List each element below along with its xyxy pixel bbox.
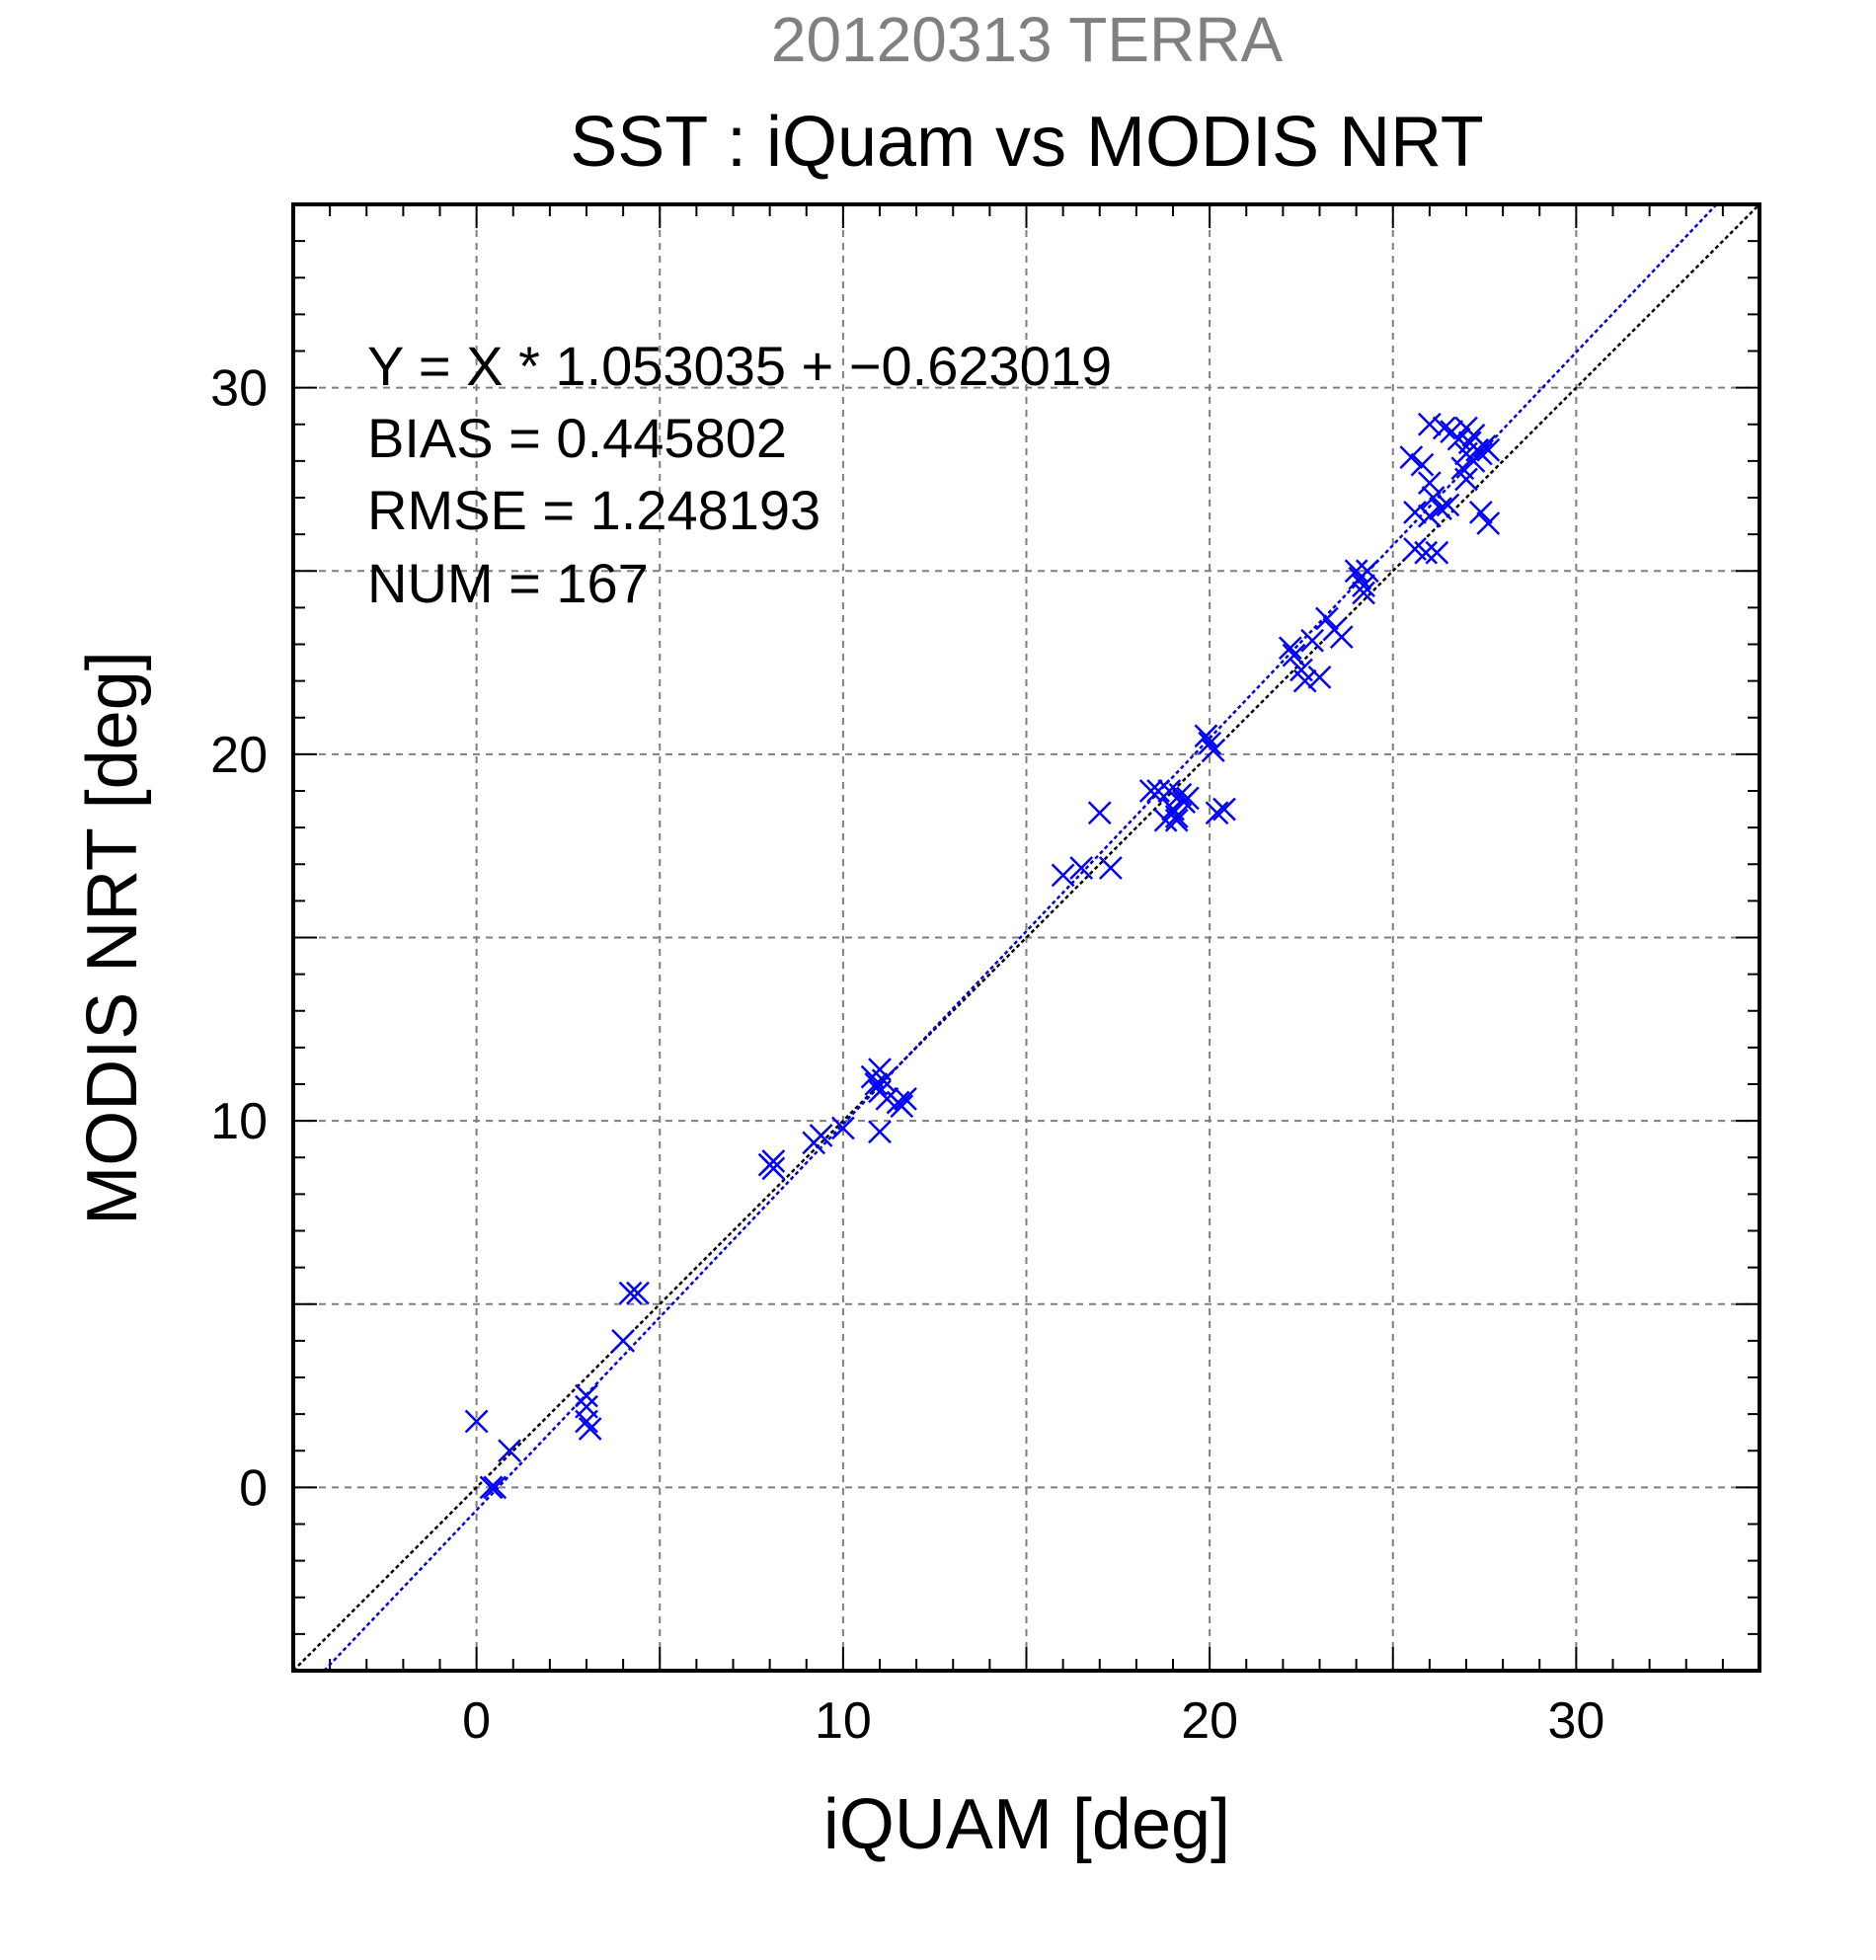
data-point — [464, 1409, 489, 1434]
data-point — [578, 1417, 602, 1441]
data-point — [1278, 636, 1302, 661]
data-point — [1432, 416, 1456, 440]
x-tick-label: 0 — [462, 1692, 491, 1750]
data-point — [1421, 486, 1446, 510]
data-point — [1051, 863, 1075, 888]
stats-box: Y = X * 1.053035 + −0.623019 BIAS = 0.44… — [367, 335, 1112, 614]
data-point — [1476, 511, 1501, 535]
data-point — [1198, 731, 1222, 755]
stats-rmse: RMSE = 1.248193 — [367, 479, 821, 541]
data-point — [1194, 724, 1218, 748]
data-point — [1399, 445, 1424, 470]
x-tick-label: 30 — [1547, 1692, 1604, 1750]
data-point — [894, 1086, 917, 1111]
data-point — [1201, 739, 1225, 763]
data-point — [1468, 441, 1493, 466]
data-point — [498, 1439, 521, 1463]
data-point — [1352, 574, 1375, 597]
data-point — [1212, 797, 1236, 822]
data-point — [868, 1120, 892, 1144]
data-point — [575, 1409, 598, 1434]
data-point — [483, 1475, 508, 1500]
y-tick-label: 30 — [210, 360, 268, 418]
data-point — [1087, 801, 1112, 825]
data-point — [1344, 559, 1368, 584]
data-point — [761, 1149, 786, 1173]
data-point — [1146, 779, 1171, 803]
data-point — [1468, 500, 1493, 524]
plot-frame — [291, 202, 1761, 1673]
data-point — [1099, 856, 1123, 880]
data-point — [1476, 437, 1501, 462]
data-point — [830, 1116, 855, 1140]
data-point — [1300, 628, 1324, 653]
data-point — [1417, 471, 1442, 496]
data-point — [1168, 782, 1193, 807]
data-point — [1417, 504, 1442, 528]
data-point — [1403, 500, 1427, 524]
data-point — [1315, 606, 1339, 631]
y-axis-label: MODIS NRT [deg] — [73, 651, 152, 1225]
y-tick-label: 10 — [210, 1093, 268, 1150]
data-point — [1175, 786, 1200, 811]
data-point — [479, 1475, 504, 1500]
data-point — [1164, 808, 1189, 832]
data-points — [464, 412, 1501, 1500]
chart-title-top: 20120313 TERRA — [771, 4, 1284, 75]
data-point — [871, 1068, 896, 1093]
data-point — [618, 1281, 643, 1305]
data-point — [1069, 856, 1094, 880]
data-point — [1164, 805, 1189, 828]
y-tick-label: 20 — [210, 727, 268, 784]
data-point — [1205, 801, 1229, 825]
data-point — [1329, 625, 1354, 649]
stats-num: NUM = 167 — [367, 552, 649, 614]
data-point — [1414, 540, 1439, 565]
chart-title: SST : iQuam vs MODIS NRT — [570, 103, 1484, 182]
data-point — [1454, 467, 1478, 492]
data-point — [761, 1156, 786, 1181]
data-point — [575, 1383, 598, 1408]
data-point — [1355, 559, 1379, 584]
data-point — [626, 1281, 650, 1305]
data-point — [1436, 493, 1460, 517]
data-point — [1425, 540, 1449, 565]
reference-lines — [292, 203, 1760, 1672]
x-tick-label: 10 — [815, 1692, 872, 1750]
data-point — [1410, 452, 1435, 477]
data-point — [1292, 668, 1317, 693]
tick-labels: 0 10 20 30 0 10 20 30 — [210, 360, 1604, 1750]
data-point — [1307, 666, 1332, 689]
data-point — [1138, 779, 1163, 803]
y-tick-label: 0 — [239, 1459, 268, 1517]
stats-equation: Y = X * 1.053035 + −0.623019 — [367, 335, 1112, 397]
grid-lines — [293, 204, 1759, 1671]
data-point — [611, 1328, 636, 1353]
stats-bias: BIAS = 0.445802 — [367, 407, 787, 469]
data-point — [864, 1072, 889, 1096]
regression-line — [323, 203, 1718, 1672]
data-point — [1417, 412, 1442, 436]
data-point — [890, 1094, 914, 1119]
data-point — [1429, 497, 1452, 521]
data-point — [1282, 643, 1306, 667]
data-point — [809, 1124, 833, 1147]
x-axis-label: iQUAM [deg] — [823, 1785, 1230, 1864]
one-to-one-line — [292, 203, 1760, 1672]
x-tick-label: 20 — [1181, 1692, 1238, 1750]
data-point — [1352, 581, 1375, 605]
